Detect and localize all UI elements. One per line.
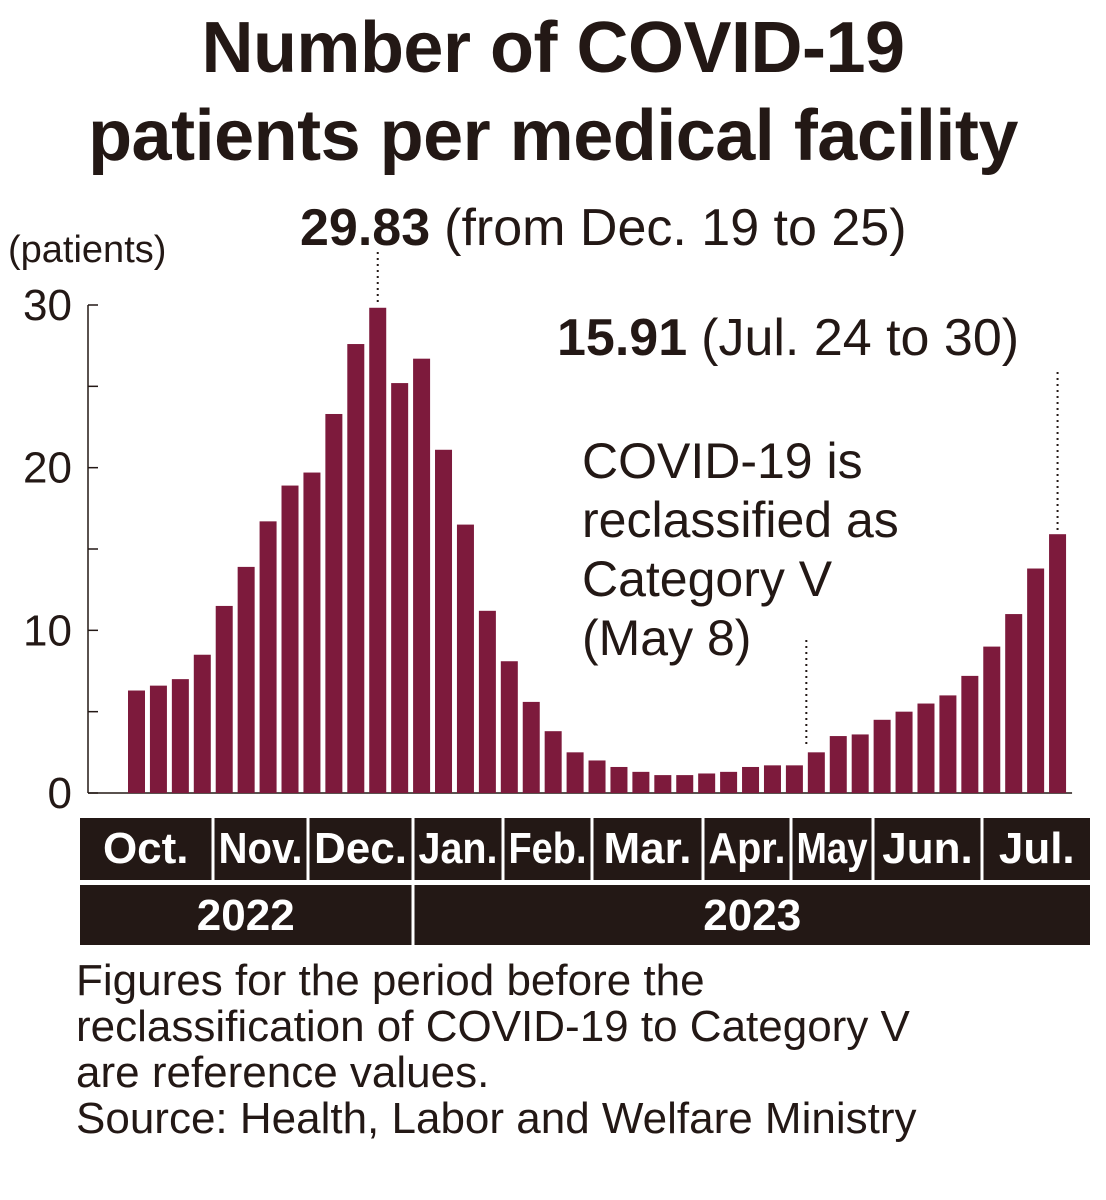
month-label: Jan.	[419, 824, 498, 873]
bar	[961, 675, 979, 793]
bar	[698, 773, 716, 793]
bar	[259, 521, 277, 793]
bar	[456, 524, 474, 793]
bar	[325, 413, 343, 793]
bar	[720, 771, 738, 793]
note-line-1: Figures for the period before the	[76, 956, 705, 1005]
bar	[171, 679, 189, 793]
annotations: 29.83 (from Dec. 19 to 25) 15.91 (Jul. 24 t…	[300, 199, 1059, 745]
bar	[742, 766, 760, 793]
y-unit-label: (patients)	[8, 229, 166, 271]
bar	[1027, 568, 1045, 793]
peak-period: (from Dec. 19 to 25)	[444, 199, 906, 257]
latest-value: 15.91	[557, 309, 687, 367]
bar	[566, 752, 584, 793]
year-band	[80, 885, 412, 945]
bar	[939, 695, 957, 793]
month-band	[704, 818, 790, 880]
bar	[829, 736, 847, 793]
bar	[435, 449, 453, 793]
bar	[632, 771, 650, 793]
y-tick-label: 20	[23, 444, 72, 493]
month-band	[504, 818, 591, 880]
peak-value: 29.83	[300, 199, 430, 257]
y-tick-label: 0	[48, 769, 72, 818]
reclassification-note-line: reclassified as	[582, 492, 899, 548]
bar	[391, 383, 409, 793]
chart-title: Number of COVID-19 patients per medical …	[0, 4, 1106, 180]
bar	[654, 775, 672, 793]
bar	[478, 610, 496, 793]
bar	[347, 344, 365, 793]
month-band	[593, 818, 702, 880]
bar	[369, 307, 387, 793]
reclassification-note-line: COVID-19 is	[582, 433, 863, 489]
y-tick-label: 10	[23, 606, 72, 655]
month-label: Oct.	[103, 824, 189, 873]
bar	[785, 765, 803, 793]
source-note: Source: Health, Labor and Welfare Minist…	[76, 1094, 917, 1143]
note-line-2: reclassification of COVID-19 to Category…	[76, 1002, 910, 1051]
bar	[895, 711, 913, 793]
month-band	[214, 818, 307, 880]
bar	[1005, 614, 1023, 793]
bar	[763, 765, 781, 793]
bar	[413, 358, 431, 793]
year-label: 2023	[703, 891, 801, 940]
note-line-3: are reference values.	[76, 1048, 490, 1097]
bar	[610, 766, 628, 793]
month-label: Dec.	[314, 824, 407, 873]
bar	[193, 654, 211, 793]
bar	[522, 701, 540, 793]
month-label: Jun.	[882, 824, 972, 873]
month-band	[309, 818, 412, 880]
chart-notes: Figures for the period before the reclas…	[76, 958, 1101, 1142]
month-band	[80, 818, 212, 880]
bar	[500, 661, 518, 793]
month-band	[414, 818, 502, 880]
month-label: Mar.	[603, 824, 691, 873]
bar	[917, 703, 935, 793]
month-label: Jul.	[999, 824, 1075, 873]
chart-title-line-1: Number of COVID-19	[201, 8, 905, 88]
bar	[237, 566, 255, 793]
month-label: Feb.	[509, 824, 587, 873]
reclassification-note-line: (May 8)	[582, 610, 751, 666]
bar	[873, 719, 891, 793]
reclassification-note-line: Category V	[582, 551, 833, 607]
latest-period: (Jul. 24 to 30)	[701, 309, 1019, 367]
month-label: May	[797, 824, 868, 873]
bar-chart: 0 10 20 30 (patients) 29.83 (from Dec. 19 to …	[8, 199, 1090, 945]
chart-title-line-2: patients per medical facility	[88, 96, 1018, 176]
bar	[215, 605, 233, 793]
bars	[128, 307, 1067, 793]
month-band	[874, 818, 981, 880]
bar	[128, 690, 145, 793]
year-band	[414, 885, 1090, 945]
bar	[851, 734, 869, 793]
bar	[807, 752, 825, 793]
bar	[676, 775, 694, 793]
bar	[281, 485, 299, 793]
year-label: 2022	[197, 891, 295, 940]
month-band	[792, 818, 872, 880]
bar	[544, 731, 562, 793]
month-label: Apr.	[709, 824, 786, 873]
time-axis-bands: Oct. Nov. Dec. Jan. Feb. Mar. Apr. May Jun. Jul. 2…	[80, 818, 1090, 945]
peak-annotation: 29.83 (from Dec. 19 to 25)	[300, 199, 907, 257]
month-label: Nov.	[219, 824, 303, 873]
latest-annotation: 15.91 (Jul. 24 to 30)	[557, 309, 1019, 367]
bar	[1049, 534, 1067, 793]
bar	[983, 646, 1001, 793]
bar	[588, 760, 606, 793]
bar	[303, 472, 321, 793]
month-band	[983, 818, 1090, 880]
bar	[149, 685, 167, 793]
y-tick-label: 30	[23, 281, 72, 330]
